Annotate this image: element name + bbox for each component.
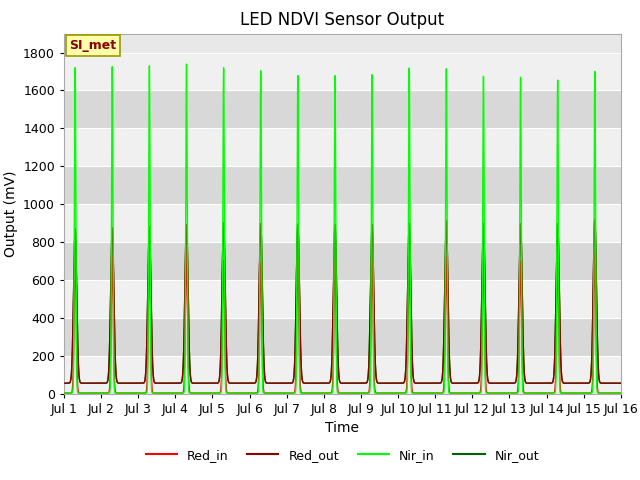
Red_out [60, 380, 68, 386]
Line: Nir_in: Nir_in [64, 64, 621, 393]
Red_out [173, 380, 181, 386]
Nir_in [60, 390, 68, 396]
Red_in [617, 390, 625, 396]
Bar [64, 356, 621, 394]
Red_out [269, 380, 276, 386]
Bar [64, 128, 621, 166]
Bar [64, 280, 621, 318]
Nir_out [615, 380, 623, 386]
Nir_in [419, 390, 427, 396]
Red_in [173, 390, 181, 396]
Nir_in [269, 390, 276, 396]
Red_out [179, 363, 187, 369]
Nir_out [85, 380, 93, 386]
Red_out [419, 380, 427, 386]
Red_out [615, 380, 623, 386]
Red_in [60, 390, 68, 396]
Nir_out [617, 380, 625, 386]
Legend: Red_in, Red_out, Nir_in, Nir_out: Red_in, Red_out, Nir_in, Nir_out [141, 444, 544, 467]
Line: Nir_out: Nir_out [64, 219, 621, 383]
Y-axis label: Output (mV): Output (mV) [4, 170, 17, 257]
Bar [64, 90, 621, 128]
Nir_in [173, 390, 181, 396]
Nir_out [179, 363, 187, 369]
Nir_out [269, 380, 276, 386]
Red_out [499, 380, 506, 386]
Red_in [499, 390, 506, 396]
Nir_in [182, 61, 190, 67]
Nir_out [173, 380, 181, 386]
Red_out [85, 380, 93, 386]
Red_out [617, 380, 625, 386]
Nir_out [591, 216, 598, 222]
Red_in [182, 248, 190, 253]
X-axis label: Time: Time [325, 421, 360, 435]
Nir_out [499, 380, 506, 386]
Bar [64, 204, 621, 242]
Bar [64, 318, 621, 356]
Bar [64, 166, 621, 204]
Line: Red_in: Red_in [64, 251, 621, 393]
Line: Red_out: Red_out [64, 219, 621, 383]
Nir_in [617, 390, 625, 396]
Nir_out [60, 380, 68, 386]
Red_in [419, 390, 427, 396]
Red_in [269, 390, 276, 396]
Nir_out [419, 380, 427, 386]
Text: SI_met: SI_met [70, 39, 116, 52]
Red_in [179, 390, 187, 396]
Title: LED NDVI Sensor Output: LED NDVI Sensor Output [241, 11, 444, 29]
Red_out [591, 216, 598, 222]
Nir_in [499, 390, 506, 396]
Nir_in [179, 390, 187, 396]
Bar [64, 242, 621, 280]
Red_in [615, 390, 623, 396]
Bar [64, 52, 621, 90]
Nir_in [615, 390, 623, 396]
